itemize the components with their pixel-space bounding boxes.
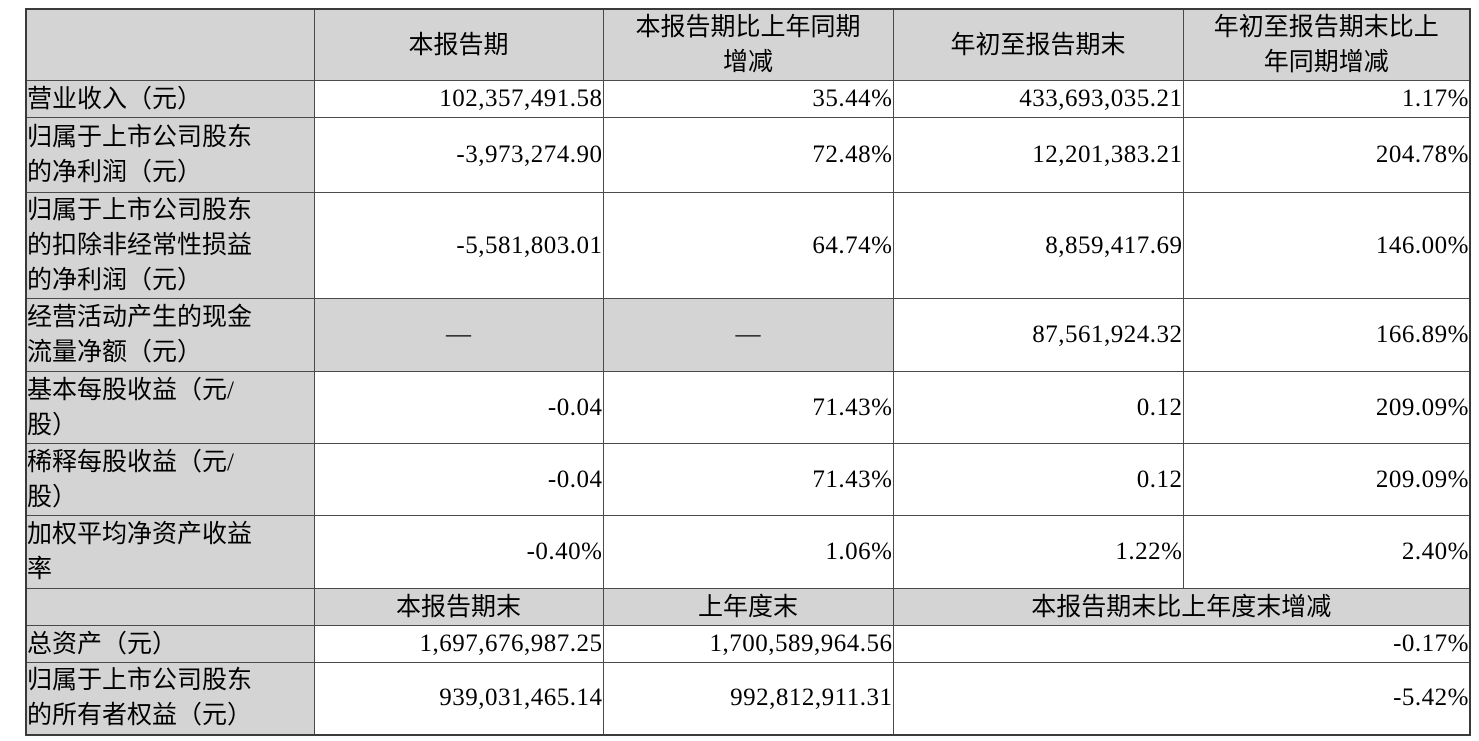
value-cell: 72.48% (602, 117, 894, 193)
value-cell: 12,201,383.21 (892, 117, 1184, 193)
value-cell-change: -5.42% (892, 662, 1471, 735)
value-cell-empty: — (313, 298, 604, 372)
value-cell: 71.43% (602, 443, 894, 516)
row-label: 归属于上市公司股东 的扣除非经常性损益 的净利润（元） (25, 192, 315, 299)
value-cell: -3,973,274.90 (313, 117, 604, 193)
table-row-weighted-avg-roe: 加权平均净资产收益 率 -0.40% 1.06% 1.22% 2.40% (25, 515, 1471, 589)
value-cell: 64.74% (602, 192, 894, 299)
table-row-basic-eps: 基本每股收益（元/ 股） -0.04 71.43% 0.12 209.09% (25, 371, 1471, 444)
table-row-net-profit: 归属于上市公司股东 的净利润（元） -3,973,274.90 72.48% 1… (25, 117, 1471, 193)
value-cell: 71.43% (602, 371, 894, 444)
value-cell: 1,697,676,987.25 (313, 625, 604, 663)
value-cell: 8,859,417.69 (892, 192, 1184, 299)
value-cell: 2.40% (1182, 515, 1471, 589)
value-cell: 166.89% (1182, 298, 1471, 372)
value-cell: 204.78% (1182, 117, 1471, 193)
value-cell: -0.04 (313, 371, 604, 444)
value-cell: 1.22% (892, 515, 1184, 589)
row-label: 营业收入（元） (25, 80, 315, 118)
row-label: 加权平均净资产收益 率 (25, 515, 315, 589)
table-subheader-row: 本报告期末 上年度末 本报告期末比上年度末增减 (25, 588, 1471, 626)
value-cell: -5,581,803.01 (313, 192, 604, 299)
row-label: 稀释每股收益（元/ 股） (25, 443, 315, 516)
value-cell-change: -0.17% (892, 625, 1471, 663)
row-label: 归属于上市公司股东 的净利润（元） (25, 117, 315, 193)
header-cell-yoy-change: 本报告期比上年同期 增减 (602, 8, 894, 81)
value-cell: 0.12 (892, 371, 1184, 444)
value-cell: 0.12 (892, 443, 1184, 516)
value-cell: 209.09% (1182, 371, 1471, 444)
subheader-cell-prior-year-end: 上年度末 (602, 588, 894, 626)
row-label: 经营活动产生的现金 流量净额（元） (25, 298, 315, 372)
value-cell: 35.44% (602, 80, 894, 118)
table-header-row: 本报告期 本报告期比上年同期 增减 年初至报告期末 年初至报告期末比上 年同期增… (25, 8, 1471, 81)
value-cell: 102,357,491.58 (313, 80, 604, 118)
header-cell-blank (25, 8, 315, 81)
table-row-total-assets: 总资产（元） 1,697,676,987.25 1,700,589,964.56… (25, 625, 1471, 663)
header-cell-ytd: 年初至报告期末 (892, 8, 1184, 81)
row-label: 归属于上市公司股东 的所有者权益（元） (25, 662, 315, 735)
value-cell: 1,700,589,964.56 (602, 625, 894, 663)
table-row-diluted-eps: 稀释每股收益（元/ 股） -0.04 71.43% 0.12 209.09% (25, 443, 1471, 516)
value-cell: 939,031,465.14 (313, 662, 604, 735)
row-label: 基本每股收益（元/ 股） (25, 371, 315, 444)
value-cell: 992,812,911.31 (602, 662, 894, 735)
value-cell: -0.04 (313, 443, 604, 516)
subheader-cell-period-end: 本报告期末 (313, 588, 604, 626)
value-cell: 87,561,924.32 (892, 298, 1184, 372)
header-cell-current-period: 本报告期 (313, 8, 604, 81)
row-label: 总资产（元） (25, 625, 315, 663)
table-row-net-profit-excl-nonrecurring: 归属于上市公司股东 的扣除非经常性损益 的净利润（元） -5,581,803.0… (25, 192, 1471, 299)
value-cell: 146.00% (1182, 192, 1471, 299)
table-row-operating-cash-flow: 经营活动产生的现金 流量净额（元） — — 87,561,924.32 166.… (25, 298, 1471, 372)
header-cell-ytd-yoy-change: 年初至报告期末比上 年同期增减 (1182, 8, 1471, 81)
table-row-revenue: 营业收入（元） 102,357,491.58 35.44% 433,693,03… (25, 80, 1471, 118)
value-cell: 209.09% (1182, 443, 1471, 516)
value-cell-empty: — (602, 298, 894, 372)
subheader-cell-blank (25, 588, 315, 626)
financial-summary-table: 本报告期 本报告期比上年同期 增减 年初至报告期末 年初至报告期末比上 年同期增… (25, 8, 1471, 736)
value-cell: 433,693,035.21 (892, 80, 1184, 118)
subheader-cell-change-vs-prior-year-end: 本报告期末比上年度末增减 (892, 588, 1471, 626)
value-cell: -0.40% (313, 515, 604, 589)
table-row-owners-equity: 归属于上市公司股东 的所有者权益（元） 939,031,465.14 992,8… (25, 662, 1471, 735)
value-cell: 1.06% (602, 515, 894, 589)
value-cell: 1.17% (1182, 80, 1471, 118)
